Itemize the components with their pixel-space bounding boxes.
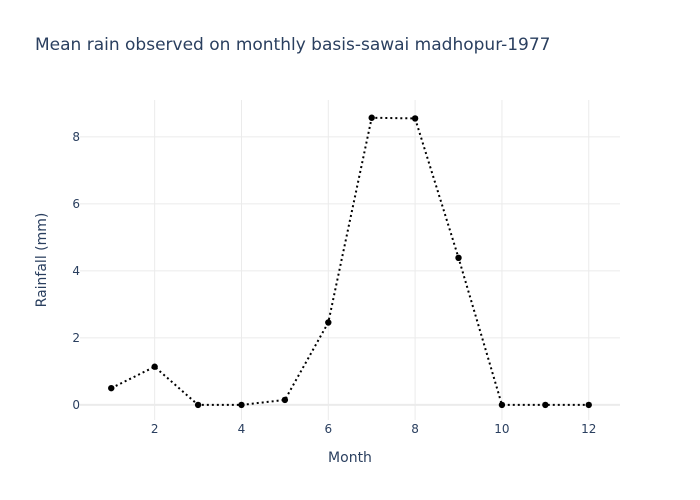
data-point	[108, 384, 115, 392]
x-tick-label: 12	[581, 422, 596, 436]
y-tick-label: 2	[72, 331, 80, 345]
data-point	[411, 115, 419, 122]
x-axis-title: Month	[328, 450, 372, 466]
x-tick-label: 10	[494, 422, 509, 436]
chart-title: Mean rain observed on monthly basis-sawa…	[35, 35, 551, 55]
x-tick-label: 6	[324, 422, 332, 436]
data-point	[455, 254, 462, 262]
data-point	[542, 401, 549, 409]
axis-ticks: 2 4 6 8 10 12 0 2 4 6 8	[72, 130, 596, 436]
data-point	[238, 401, 245, 409]
data-point	[368, 114, 375, 121]
y-tick-label: 0	[72, 398, 80, 412]
y-tick-label: 4	[72, 264, 80, 278]
x-tick-label: 8	[411, 422, 419, 436]
y-tick-label: 8	[72, 130, 80, 144]
data-point	[585, 401, 592, 409]
y-tick-label: 6	[72, 197, 80, 211]
data-point	[325, 319, 332, 326]
data-point	[498, 401, 506, 409]
data-point	[194, 401, 202, 409]
x-tick-label: 4	[238, 422, 246, 436]
data-point	[281, 396, 289, 404]
series-layer	[108, 114, 592, 409]
series-line	[110, 116, 589, 406]
y-axis-title: Rainfall (mm)	[34, 213, 50, 308]
grid-lines	[80, 100, 620, 420]
x-tick-label: 2	[151, 422, 159, 436]
data-point	[151, 363, 158, 370]
